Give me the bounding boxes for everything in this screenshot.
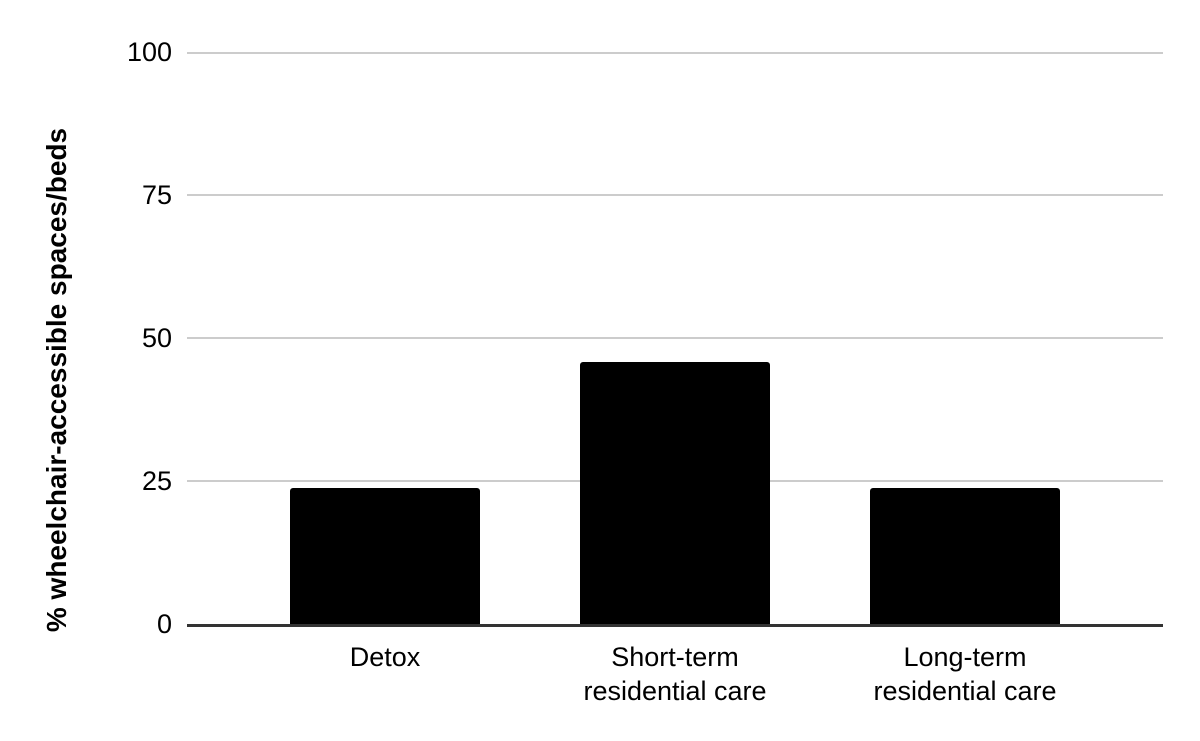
plot-area [187, 52, 1163, 627]
gridline [187, 52, 1163, 54]
bar [290, 488, 480, 624]
x-axis-category-label: Short-term residential care [583, 642, 767, 706]
gridline [187, 337, 1163, 339]
y-axis-tick-label: 100 [126, 37, 172, 67]
bar [870, 488, 1060, 624]
y-axis-tick-label: 0 [156, 609, 172, 639]
bar [580, 362, 770, 624]
gridline [187, 194, 1163, 196]
x-axis-category-label: Long-term residential care [873, 642, 1057, 706]
y-axis-tick-label: 75 [141, 180, 172, 210]
y-axis-tick-label: 50 [141, 323, 172, 353]
x-axis-category-label: Detox [349, 642, 421, 672]
y-axis-tick-label: 25 [141, 466, 172, 496]
